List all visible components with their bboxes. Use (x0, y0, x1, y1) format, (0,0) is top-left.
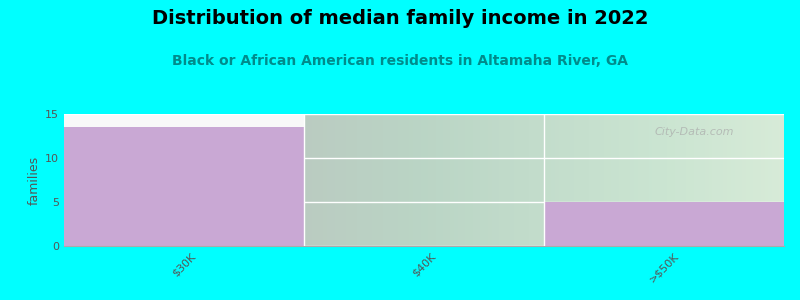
Text: Black or African American residents in Altamaha River, GA: Black or African American residents in A… (172, 54, 628, 68)
Y-axis label: families: families (28, 155, 41, 205)
Text: Distribution of median family income in 2022: Distribution of median family income in … (152, 9, 648, 28)
Bar (544, 202, 784, 246)
Bar (64, 127, 304, 246)
Text: City-Data.com: City-Data.com (654, 127, 734, 137)
